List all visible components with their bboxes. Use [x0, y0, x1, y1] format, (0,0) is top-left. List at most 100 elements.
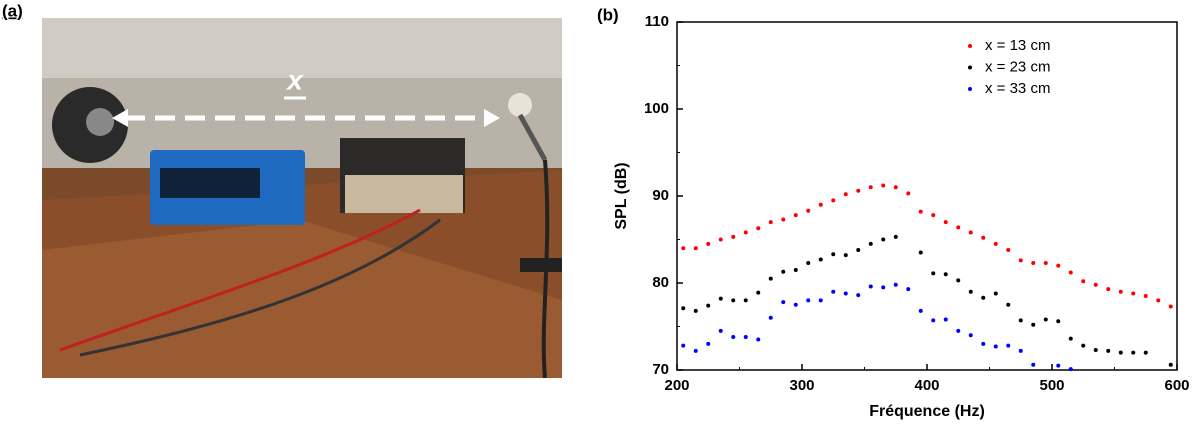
- data-point: [856, 293, 861, 298]
- data-point: [1081, 279, 1086, 284]
- data-point: [843, 192, 848, 197]
- data-point: [1143, 350, 1148, 355]
- amplifier-front: [345, 175, 463, 213]
- data-point: [1031, 260, 1036, 265]
- data-point: [918, 209, 923, 214]
- generator-screen: [160, 168, 260, 198]
- data-point: [1068, 270, 1073, 275]
- data-point: [706, 341, 711, 346]
- data-point: [956, 225, 961, 230]
- y-axis-label: SPL (dB): [613, 162, 630, 229]
- data-point: [681, 343, 686, 348]
- mic-stand: [517, 113, 548, 162]
- cable: [59, 208, 421, 352]
- legend-label: x = 33 cm: [985, 80, 1050, 97]
- photo: x: [42, 18, 562, 379]
- data-point: [1168, 304, 1173, 309]
- microphone: [508, 93, 532, 117]
- data-point: [1068, 336, 1073, 341]
- panel-label: (b): [597, 5, 619, 24]
- data-point: [731, 334, 736, 339]
- data-point: [1118, 289, 1123, 294]
- data-point: [1106, 287, 1111, 292]
- data-point: [993, 241, 998, 246]
- data-point: [856, 188, 861, 193]
- curtain: [42, 18, 562, 78]
- data-point: [831, 198, 836, 203]
- data-point: [943, 317, 948, 322]
- data-point: [1131, 291, 1136, 296]
- data-point: [743, 334, 748, 339]
- data-point: [768, 276, 773, 281]
- cable: [79, 218, 441, 357]
- data-point: [856, 247, 861, 252]
- data-point: [1056, 363, 1061, 368]
- plot-frame: [676, 21, 1178, 371]
- data-point: [693, 348, 698, 353]
- data-point: [1093, 347, 1098, 352]
- data-point: [868, 241, 873, 246]
- data-point: [868, 284, 873, 289]
- x-axis-label: Fréquence (Hz): [869, 403, 985, 420]
- data-point: [893, 234, 898, 239]
- data-point: [931, 213, 936, 218]
- data-point: [818, 202, 823, 207]
- panel-label: (a): [2, 1, 23, 20]
- legend-marker: [968, 44, 972, 48]
- y-tick-label: 90: [652, 187, 669, 204]
- data-point: [718, 328, 723, 333]
- x-tick-label: 400: [914, 377, 939, 394]
- legend-label: x = 13 cm: [985, 37, 1050, 54]
- data-point: [806, 298, 811, 303]
- data-point: [968, 230, 973, 235]
- data-point: [1168, 362, 1173, 367]
- data-point: [806, 208, 811, 213]
- data-point: [918, 308, 923, 313]
- data-point: [881, 237, 886, 242]
- data-point: [1143, 294, 1148, 299]
- x-tick-label: 500: [1039, 377, 1064, 394]
- data-point: [1006, 302, 1011, 307]
- y-tick-label: 100: [644, 100, 669, 117]
- arrow-head: [112, 109, 128, 127]
- data-point: [818, 257, 823, 262]
- data-point: [931, 318, 936, 323]
- data-point: [781, 300, 786, 305]
- legend-label: x = 23 cm: [985, 58, 1050, 75]
- data-point: [1118, 350, 1123, 355]
- data-point: [1031, 362, 1036, 367]
- data-point: [956, 328, 961, 333]
- data-point: [793, 213, 798, 218]
- data-point: [881, 183, 886, 188]
- data-point: [756, 226, 761, 231]
- data-point: [831, 252, 836, 257]
- data-point: [1068, 367, 1073, 372]
- data-point: [731, 234, 736, 239]
- data-point: [931, 271, 936, 276]
- data-point: [968, 333, 973, 338]
- data-point: [768, 220, 773, 225]
- data-point: [1056, 319, 1061, 324]
- data-point: [893, 282, 898, 287]
- data-point: [893, 185, 898, 190]
- data-point: [768, 315, 773, 320]
- object: [520, 258, 562, 272]
- data-point: [806, 260, 811, 265]
- data-point: [831, 289, 836, 294]
- speaker-cone: [86, 108, 114, 136]
- cable: [541, 159, 550, 379]
- data-point: [956, 278, 961, 283]
- data-point: [1006, 247, 1011, 252]
- data-point: [981, 295, 986, 300]
- y-tick-label: 80: [652, 274, 669, 291]
- data-point: [781, 217, 786, 222]
- data-point: [743, 298, 748, 303]
- data-point: [906, 191, 911, 196]
- x-tick-label: 200: [664, 377, 689, 394]
- data-point: [681, 246, 686, 251]
- data-point: [1131, 350, 1136, 355]
- data-point: [993, 291, 998, 296]
- data-point: [681, 306, 686, 311]
- data-point: [756, 337, 761, 342]
- data-point: [731, 298, 736, 303]
